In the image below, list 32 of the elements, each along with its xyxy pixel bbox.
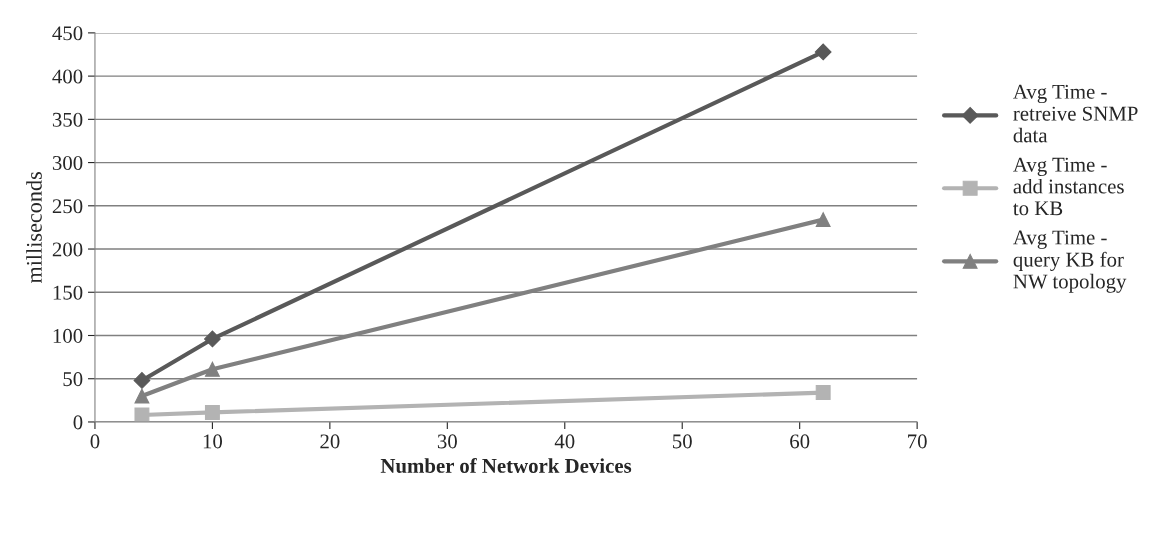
point <box>815 385 831 401</box>
legend-label: Avg Time - retreive SNMP data <box>1013 84 1138 143</box>
y-tick-label: 50 <box>63 372 83 387</box>
y-tick-label: 400 <box>52 69 83 84</box>
y-tick-label: 150 <box>53 285 83 300</box>
point <box>814 43 832 61</box>
x-tick-label: 50 <box>673 434 692 449</box>
legend-label: Avg Time - query KB for NW topology <box>1013 230 1127 293</box>
point <box>815 212 831 228</box>
point <box>134 407 150 422</box>
y-tick-label: 100 <box>53 328 83 343</box>
legend-label: Avg Time - add instances to KB <box>1013 157 1124 216</box>
point <box>204 361 220 377</box>
y-tick-label: 300 <box>52 155 83 171</box>
x-tick-label: 20 <box>320 434 340 449</box>
y-tick-label: 250 <box>52 199 83 214</box>
x-tick-label: 40 <box>554 434 575 449</box>
point <box>204 404 220 420</box>
x-tick-label: 30 <box>437 434 457 449</box>
x-tick-label: 10 <box>203 434 223 449</box>
x-tick-label: 70 <box>908 434 927 449</box>
x-tick-label: 60 <box>790 434 810 449</box>
point <box>133 372 151 389</box>
x-axis-title: Number of Network Devices <box>380 458 632 473</box>
y-tick-label: 0 <box>73 415 83 430</box>
y-tick-label: 450 <box>52 26 83 41</box>
y-tick-label: 200 <box>52 242 83 257</box>
y-tick-label: 350 <box>52 112 83 127</box>
point <box>204 330 221 348</box>
point <box>134 388 150 404</box>
x-tick-label: 0 <box>90 434 100 449</box>
y-axis-title: milliseconds <box>26 172 42 284</box>
